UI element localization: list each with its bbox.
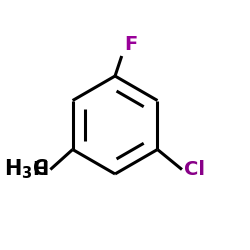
Text: H: H bbox=[32, 160, 48, 179]
Text: Cl: Cl bbox=[184, 160, 205, 179]
Text: $\mathregular{H_3C}$: $\mathregular{H_3C}$ bbox=[4, 158, 48, 181]
Text: F: F bbox=[124, 35, 137, 54]
